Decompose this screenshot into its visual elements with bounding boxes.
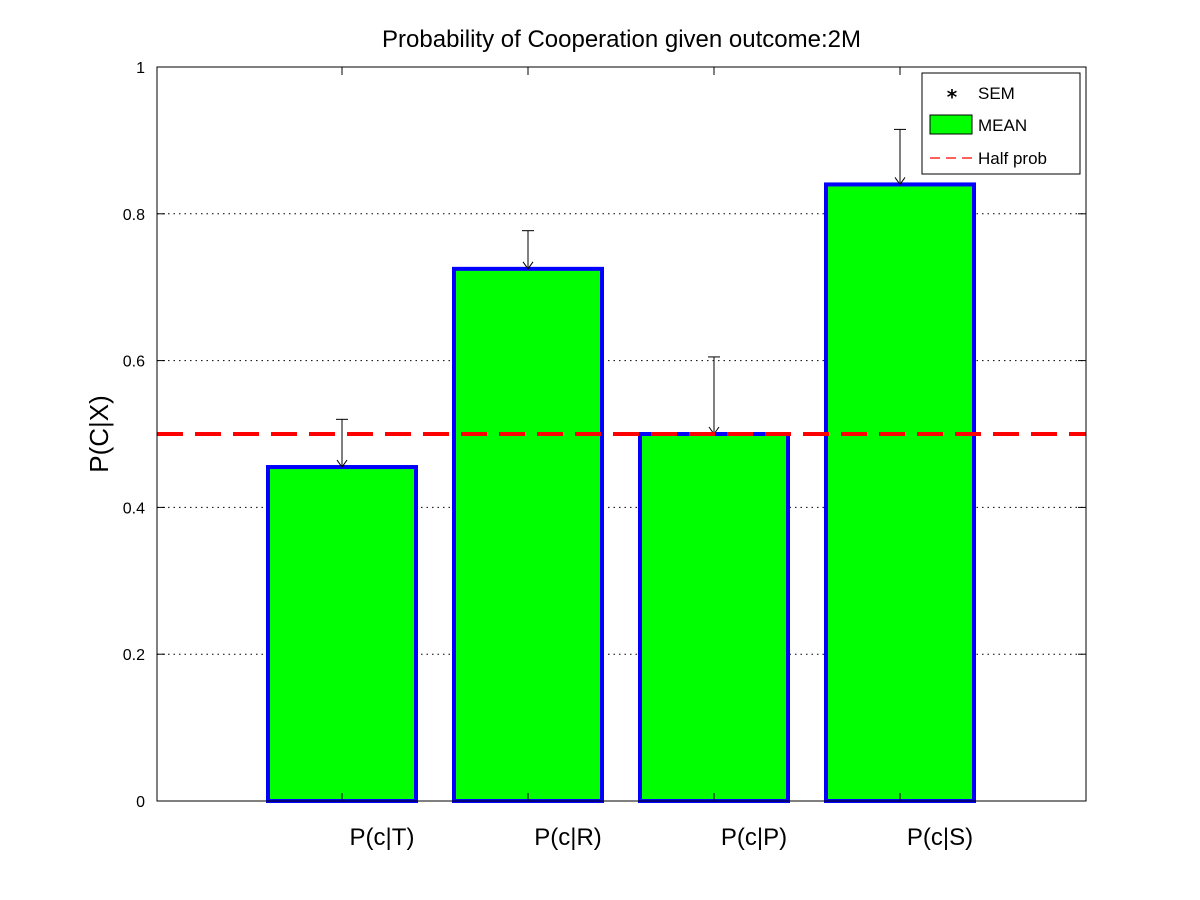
y-tick-labels: 0 0.2 0.4 0.6 0.8 1	[123, 60, 145, 811]
x-tick-label: P(c|P)	[721, 824, 787, 851]
error-bars	[336, 128, 906, 468]
legend-mean-swatch	[929, 114, 973, 135]
error-bar-arrow	[522, 261, 534, 270]
legend-half-prob-label: Half prob	[978, 149, 1047, 168]
y-tick-label: 0.4	[123, 500, 145, 517]
legend-sem-marker: *	[947, 85, 958, 109]
x-tick-label: P(c|R)	[534, 824, 602, 851]
bar	[638, 432, 790, 803]
y-tick-label: 0.6	[123, 354, 145, 371]
legend: * SEM MEAN Half prob	[921, 72, 1081, 175]
error-bar-arrow	[336, 459, 348, 468]
error-bar-arrow	[894, 177, 906, 186]
bars	[266, 182, 976, 804]
y-tick-label: 0	[136, 794, 145, 811]
y-axis-label: P(C|X)	[84, 395, 114, 473]
y-tick-label: 0.8	[123, 207, 145, 224]
chart-title: Probability of Cooperation given outcome…	[382, 26, 861, 53]
bar	[824, 182, 976, 803]
bar	[452, 266, 604, 804]
x-tick-label: P(c|S)	[907, 824, 973, 851]
axes-box	[156, 66, 1087, 802]
axes	[156, 66, 1087, 802]
legend-mean-label: MEAN	[978, 116, 1027, 135]
legend-sem-label: SEM	[978, 84, 1015, 103]
x-tick-label: P(c|T)	[350, 824, 415, 851]
x-tick-labels: P(c|T) P(c|R) P(c|P) P(c|S)	[350, 824, 974, 851]
bar	[266, 465, 418, 803]
y-tick-label: 0.2	[123, 647, 145, 664]
y-tick-label: 1	[136, 60, 145, 77]
